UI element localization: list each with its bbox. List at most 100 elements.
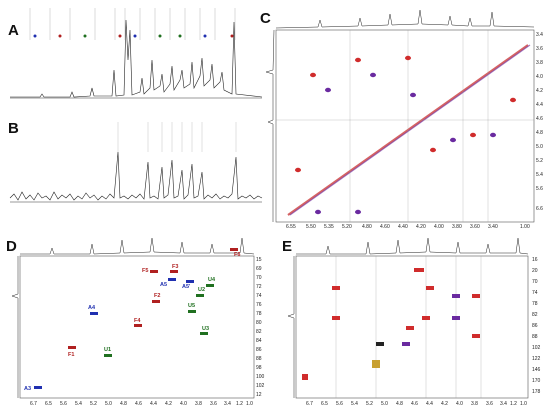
svg-text:1.2: 1.2 <box>510 401 517 407</box>
svg-text:5.2: 5.2 <box>366 401 373 407</box>
svg-text:1.0: 1.0 <box>246 401 253 407</box>
svg-text:5.20: 5.20 <box>342 224 352 230</box>
svg-text:1.00: 1.00 <box>520 224 530 230</box>
svg-text:74: 74 <box>256 293 262 299</box>
svg-text:76: 76 <box>256 302 262 308</box>
svg-text:122: 122 <box>532 356 541 362</box>
svg-text:16: 16 <box>532 257 538 263</box>
svg-text:5.4: 5.4 <box>351 401 358 407</box>
svg-text:4.40: 4.40 <box>398 224 408 230</box>
svg-text:146: 146 <box>532 367 541 373</box>
peak-label: U5 <box>188 303 195 309</box>
svg-text:6.7: 6.7 <box>306 401 313 407</box>
panel-b: B <box>0 112 270 222</box>
svg-text:5.0: 5.0 <box>536 144 543 150</box>
svg-text:4.8: 4.8 <box>396 401 403 407</box>
svg-text:3.4: 3.4 <box>536 32 543 38</box>
svg-text:98: 98 <box>256 365 262 371</box>
svg-text:4.2: 4.2 <box>536 88 543 94</box>
peak-label: F1 <box>68 352 74 358</box>
svg-text:5.0: 5.0 <box>381 401 388 407</box>
svg-text:86: 86 <box>256 347 262 353</box>
svg-text:3.8: 3.8 <box>471 401 478 407</box>
svg-text:86: 86 <box>532 323 538 329</box>
svg-text:3.8: 3.8 <box>536 60 543 66</box>
panel-a-letter: A <box>8 22 19 39</box>
panel-e-letter: E <box>282 238 293 255</box>
panel-c: C 6.55 5.50 <box>258 0 550 232</box>
svg-text:100: 100 <box>256 374 265 380</box>
panel-a: A <box>0 0 270 110</box>
svg-text:102: 102 <box>256 383 265 389</box>
svg-text:15: 15 <box>256 257 262 263</box>
svg-text:170: 170 <box>532 378 541 384</box>
svg-text:3.4: 3.4 <box>500 401 507 407</box>
svg-text:20: 20 <box>532 268 538 274</box>
svg-text:6.5: 6.5 <box>45 401 52 407</box>
peak-label: A5 <box>160 282 167 288</box>
svg-text:4.60: 4.60 <box>380 224 390 230</box>
svg-text:70: 70 <box>532 279 538 285</box>
svg-text:4.0: 4.0 <box>456 401 463 407</box>
svg-text:6.5: 6.5 <box>321 401 328 407</box>
svg-text:69: 69 <box>256 266 262 272</box>
svg-text:72: 72 <box>256 284 262 290</box>
svg-text:3.80: 3.80 <box>452 224 462 230</box>
svg-text:5.6: 5.6 <box>60 401 67 407</box>
svg-text:5.4: 5.4 <box>75 401 82 407</box>
panel-b-letter: B <box>8 120 19 137</box>
panel-d: D F6 F5 F3 A5 A5' U4 <box>0 234 272 408</box>
svg-text:4.8: 4.8 <box>536 130 543 136</box>
svg-text:88: 88 <box>532 334 538 340</box>
panel-e-spectrum: 6.7 6.5 5.6 5.4 5.2 5.0 4.8 4.6 4.4 4.2 … <box>287 237 541 407</box>
svg-text:5.0: 5.0 <box>105 401 112 407</box>
svg-text:4.4: 4.4 <box>426 401 433 407</box>
svg-text:12: 12 <box>256 392 262 398</box>
peak-label: F5 <box>142 268 148 274</box>
svg-text:80: 80 <box>256 320 262 326</box>
peak-label: A3 <box>24 386 31 392</box>
svg-text:3.6: 3.6 <box>536 46 543 52</box>
svg-text:1.2: 1.2 <box>236 401 243 407</box>
svg-text:6.55: 6.55 <box>286 224 296 230</box>
svg-text:82: 82 <box>256 329 262 335</box>
svg-text:4.0: 4.0 <box>536 74 543 80</box>
svg-text:78: 78 <box>256 311 262 317</box>
svg-text:5.6: 5.6 <box>336 401 343 407</box>
svg-text:84: 84 <box>256 338 262 344</box>
svg-text:4.2: 4.2 <box>441 401 448 407</box>
svg-text:4.80: 4.80 <box>362 224 372 230</box>
peak-label: U3 <box>202 326 209 332</box>
panel-b-spectrum <box>9 122 263 203</box>
svg-text:5.6: 5.6 <box>536 186 543 192</box>
peak-label: A5' <box>182 284 191 290</box>
peak-label: F3 <box>172 264 178 270</box>
peak-label: F4 <box>134 318 141 324</box>
svg-text:6.7: 6.7 <box>30 401 37 407</box>
panel-d-spectrum: F6 F5 F3 A5 A5' U4 U2 F2 U5 A4 F4 U3 F1 … <box>11 237 265 407</box>
svg-text:4.6: 4.6 <box>135 401 142 407</box>
svg-text:4.4: 4.4 <box>536 102 543 108</box>
panel-a-spectrum <box>10 8 263 99</box>
svg-text:178: 178 <box>532 389 541 395</box>
svg-text:4.20: 4.20 <box>416 224 426 230</box>
peak-label: F2 <box>154 293 160 299</box>
svg-text:78: 78 <box>532 301 538 307</box>
peak-label: U1 <box>104 347 111 353</box>
peak-label: A4 <box>88 305 96 311</box>
peak-label: U2 <box>198 287 205 293</box>
svg-text:102: 102 <box>532 345 541 351</box>
svg-text:4.6: 4.6 <box>411 401 418 407</box>
svg-text:4.2: 4.2 <box>165 401 172 407</box>
svg-text:1.0: 1.0 <box>520 401 527 407</box>
svg-text:3.6: 3.6 <box>210 401 217 407</box>
peak-label: F6 <box>234 252 240 258</box>
svg-text:74: 74 <box>532 290 538 296</box>
svg-text:5.2: 5.2 <box>536 158 543 164</box>
svg-text:88: 88 <box>256 356 262 362</box>
svg-text:3.60: 3.60 <box>470 224 480 230</box>
panel-e: E 6.7 6.5 5.6 <box>276 234 550 408</box>
svg-text:70: 70 <box>256 275 262 281</box>
svg-text:5.50: 5.50 <box>306 224 316 230</box>
svg-text:3.6: 3.6 <box>486 401 493 407</box>
